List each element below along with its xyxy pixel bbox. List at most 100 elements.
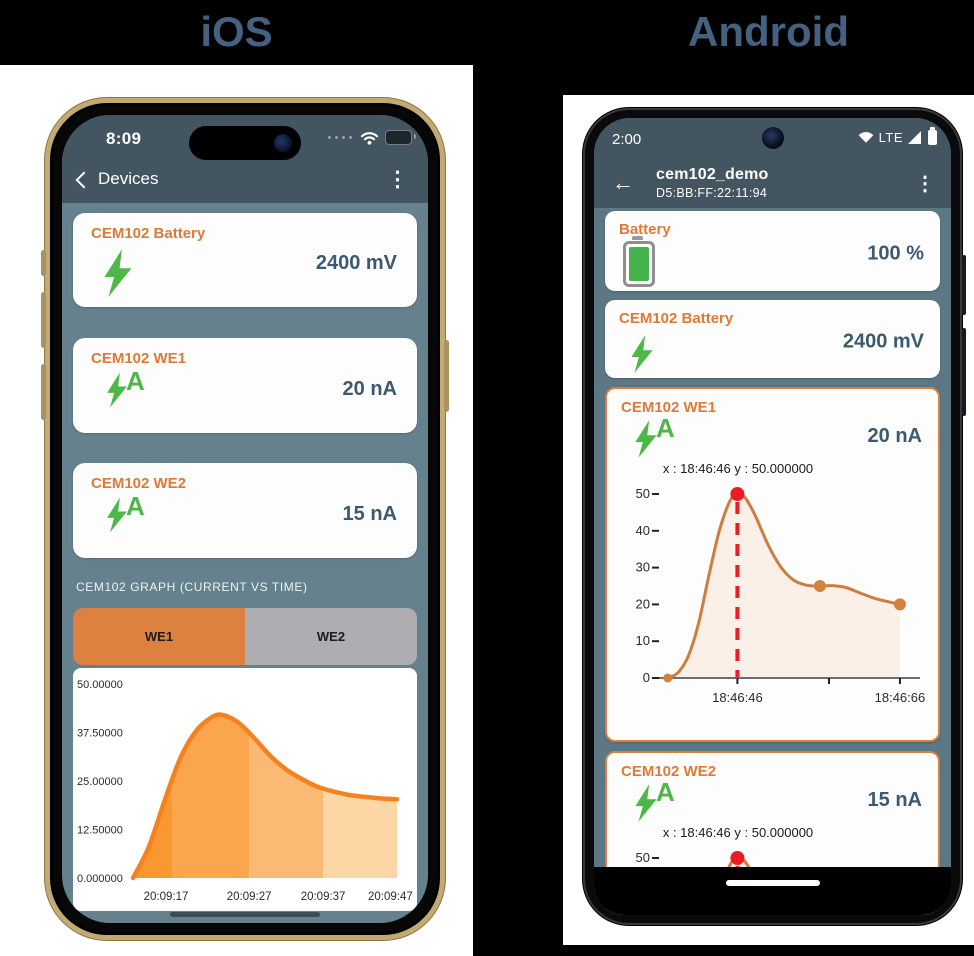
bolt-a-icon: A (631, 777, 675, 825)
svg-text:37.50000: 37.50000 (77, 728, 123, 740)
bolt-a-icon: A (631, 413, 675, 461)
battery-icon (623, 236, 655, 287)
wifi-icon (360, 131, 379, 145)
card-value: 2400 mV (315, 251, 397, 274)
back-label: Devices (98, 169, 159, 188)
ios-chart-card: 50.00000 37.50000 25.00000 12.50000 0.000000… (73, 668, 417, 911)
svg-text:40: 40 (636, 523, 650, 538)
card-title: CEM102 Battery (619, 310, 734, 327)
android-content: Battery 100 % CEM102 Battery 2400 mV CEM… (594, 208, 951, 915)
android-frame: 2:00 LTE ← cem102_demo D5:BB:FF:22:11:94 (583, 108, 966, 925)
svg-text:50: 50 (636, 850, 650, 865)
back-arrow-button[interactable]: ← (612, 170, 634, 195)
bolt-icon (99, 247, 137, 304)
volume-up-button (41, 292, 46, 348)
cursor-readout: x : 18:46:46 y : 50.000000 (662, 461, 814, 476)
signal-strength-icon (908, 131, 921, 144)
iphone-frame: 8:09 (41, 98, 449, 940)
svg-text:50.00000: 50.00000 (77, 679, 123, 691)
we1-current-chart[interactable]: 0 10 20 30 40 50 18:46:46 18:46:66 (612, 482, 934, 722)
power-button (962, 255, 966, 315)
battery-mv-card[interactable]: CEM102 Battery 2400 mV (605, 300, 940, 378)
card-value: 100 % (867, 242, 924, 265)
iphone-screen: 8:09 (62, 115, 428, 923)
ampere-letter: A (656, 413, 675, 443)
graph-channel-tabs: WE1 WE2 (73, 608, 417, 665)
card-title: Battery (619, 221, 671, 238)
svg-text:20: 20 (636, 596, 650, 611)
card-value: 2400 mV (842, 330, 924, 353)
svg-text:18:46:66: 18:46:66 (875, 690, 926, 705)
svg-text:20:09:37: 20:09:37 (301, 891, 346, 903)
svg-text:20:09:17: 20:09:17 (144, 891, 189, 903)
ampere-letter: A (656, 777, 675, 807)
svg-text:25.00000: 25.00000 (77, 776, 123, 788)
home-indicator[interactable] (725, 880, 820, 886)
network-type-label: LTE (878, 130, 903, 145)
svg-text:12.50000: 12.50000 (77, 825, 123, 837)
bolt-icon (627, 332, 657, 381)
volume-rocker (962, 328, 966, 416)
status-time: 2:00 (612, 131, 642, 148)
tab-we2[interactable]: WE2 (245, 608, 417, 665)
device-name: cem102_demo (656, 166, 769, 183)
android-app-bar: ← cem102_demo D5:BB:FF:22:11:94 ⋮ (594, 162, 951, 208)
volume-down-button (41, 364, 46, 420)
svg-text:50: 50 (636, 486, 650, 501)
card-title: CEM102 WE1 (621, 399, 717, 416)
card-title: CEM102 WE2 (91, 475, 187, 492)
bottom-bezel (594, 867, 951, 915)
we1-chart-card[interactable]: CEM102 WE1 A 20 nA x : 18:46:46 y : 50.0… (605, 387, 940, 742)
graph-section-label: CEM102 GRAPH (CURRENT VS TIME) (76, 580, 308, 594)
card-title: CEM102 Battery (91, 225, 206, 242)
current-vs-time-chart[interactable]: 50.00000 37.50000 25.00000 12.50000 0.000000… (73, 668, 417, 911)
we1-card[interactable]: CEM102 WE1 A 20 nA (73, 338, 417, 433)
cellular-dots-icon (328, 136, 352, 139)
home-indicator[interactable] (170, 912, 320, 917)
status-icons (328, 130, 416, 145)
tab-we1[interactable]: WE1 (73, 608, 245, 665)
bolt-a-icon: A (103, 491, 145, 535)
battery-percent-card[interactable]: Battery 100 % (605, 211, 940, 291)
status-icons: LTE (858, 127, 937, 145)
battery-status-icon (928, 127, 937, 145)
card-title: CEM102 WE2 (621, 763, 717, 780)
chevron-left-icon (75, 171, 93, 188)
ios-heading: iOS (200, 8, 273, 55)
appbar-titles: cem102_demo D5:BB:FF:22:11:94 (656, 166, 769, 200)
svg-text:20:09:47: 20:09:47 (368, 891, 413, 903)
punch-hole-camera-icon (761, 127, 784, 149)
card-value: 20 nA (867, 425, 922, 447)
svg-text:18:46:46: 18:46:46 (712, 690, 763, 705)
svg-text:0: 0 (643, 670, 650, 685)
ios-content: CEM102 Battery 2400 mV CEM102 WE1 A 20 n… (62, 203, 428, 923)
svg-text:30: 30 (636, 560, 650, 575)
ios-status-bar: 8:09 (62, 115, 428, 161)
wifi-icon (858, 132, 873, 143)
cursor-readout: x : 18:46:46 y : 50.000000 (662, 825, 814, 840)
svg-text:10: 10 (636, 633, 650, 648)
android-heading: Android (688, 8, 849, 55)
battery-status-icon (385, 130, 416, 145)
mute-switch (41, 250, 46, 276)
overflow-menu-button[interactable]: ⋮ (915, 173, 935, 195)
android-screen: 2:00 LTE ← cem102_demo D5:BB:FF:22:11:94 (594, 118, 951, 915)
back-button[interactable]: Devices (75, 169, 159, 189)
dynamic-island (189, 126, 301, 160)
overflow-menu-button[interactable]: ⋮ (387, 168, 408, 191)
ios-header: 8:09 (62, 115, 428, 203)
ios-nav-bar: Devices ⋮ (62, 161, 428, 203)
front-camera-icon (274, 134, 292, 152)
card-value: 15 nA (867, 789, 922, 811)
card-value: 20 nA (342, 377, 397, 400)
ampere-letter: A (126, 491, 145, 521)
card-title: CEM102 WE1 (91, 350, 187, 367)
bolt-a-icon: A (103, 366, 145, 410)
battery-card[interactable]: CEM102 Battery 2400 mV (73, 213, 417, 307)
device-mac-address: D5:BB:FF:22:11:94 (656, 186, 768, 200)
we2-card[interactable]: CEM102 WE2 A 15 nA (73, 463, 417, 558)
android-status-bar: 2:00 LTE (594, 118, 951, 162)
ampere-letter: A (126, 366, 145, 396)
svg-text:0.000000: 0.000000 (77, 873, 123, 885)
